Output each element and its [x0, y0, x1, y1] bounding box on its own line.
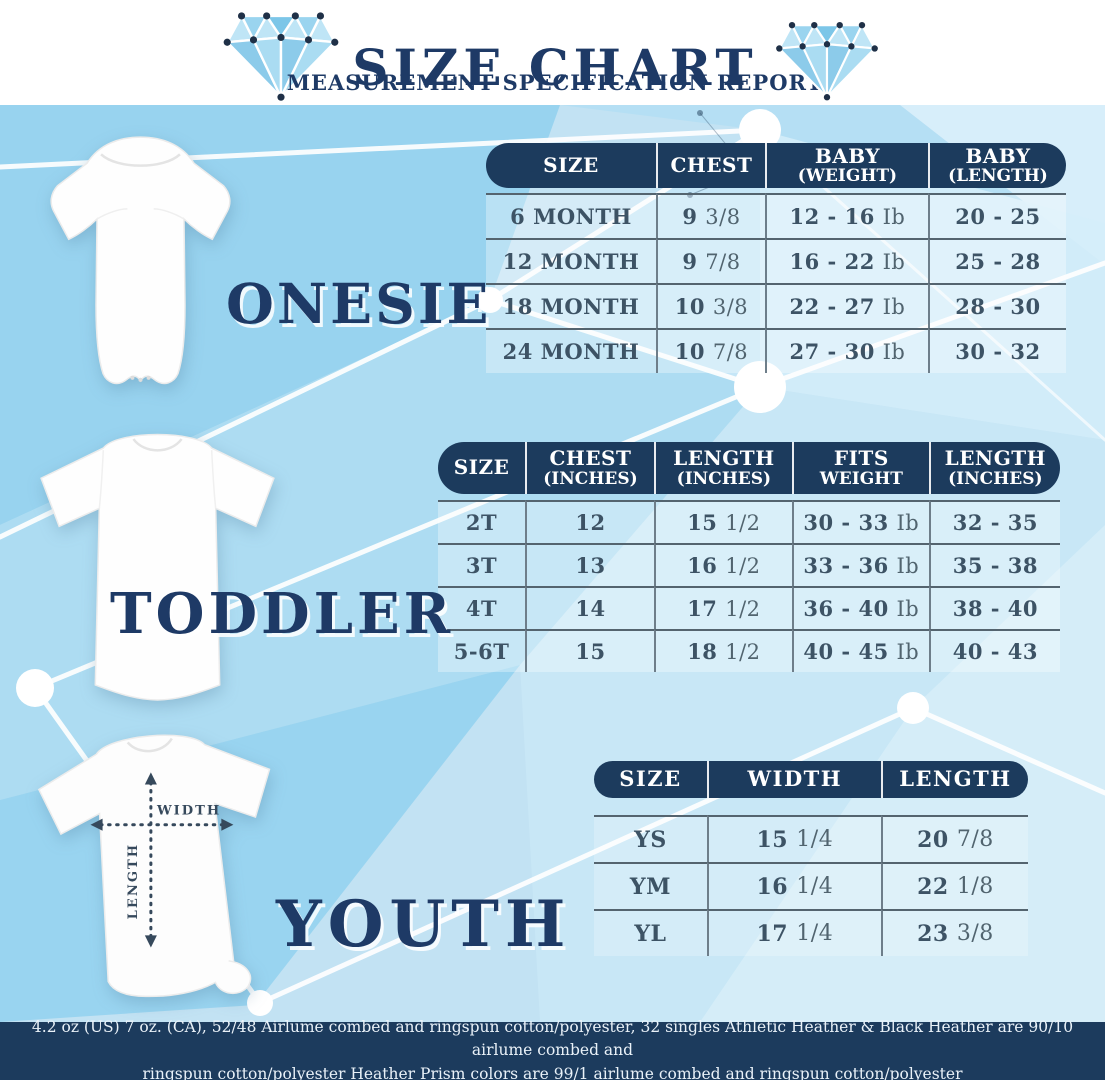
row-size-cell: 6 MONTH	[486, 193, 656, 238]
row-value-cell: 10 3/8	[655, 283, 765, 328]
column-header-fits-weight: FITS WEIGHT	[791, 442, 929, 494]
row-value-cell: 17 1/2	[653, 586, 792, 629]
column-header-length-inches: LENGTH (INCHES)	[653, 442, 792, 494]
row-size-cell: 5-6T	[438, 629, 526, 672]
length-measure-label: LENGTH	[126, 843, 141, 919]
row-value-cell: 30 - 32	[927, 328, 1066, 373]
row-value-cell: 16 - 22 Ib	[764, 238, 928, 283]
row-value-cell: 35 - 38	[928, 543, 1060, 586]
toddler-size-table: SIZE CHEST (INCHES) LENGTH (INCHES) FITS WEIGH…	[438, 442, 1060, 672]
youth-shirt-image: WIDTH LENGTH	[37, 734, 271, 998]
row-size-cell: YL	[594, 909, 707, 956]
report-header: SIZE CHART MEASUREMENT SPECIFICATION REP…	[0, 0, 1105, 105]
row-size-cell: 2T	[438, 500, 526, 543]
diamond-icon	[776, 21, 878, 101]
page-title: SIZE CHART	[352, 37, 758, 97]
row-value-cell: 27 - 30 Ib	[764, 328, 928, 373]
column-header-length-inches: LENGTH (INCHES)	[928, 442, 1060, 494]
row-value-cell: 40 - 45 Ib	[791, 629, 929, 672]
column-header-baby-weight: BABY (WEIGHT)	[764, 143, 928, 188]
table-body: YS 15 1/4 20 7/8 YM 16 1/4 22 1/8 YL 17 1/4 23 3…	[594, 815, 1028, 956]
row-value-cell: 36 - 40 Ib	[791, 586, 929, 629]
fabric-spec-line2: ringspun cotton/polyester Heather Prism …	[142, 1065, 963, 1080]
row-value-cell: 23 3/8	[880, 909, 1028, 956]
row-value-cell: 10 7/8	[655, 328, 765, 373]
row-size-cell: 12 MONTH	[486, 238, 656, 283]
row-value-cell: 22 - 27 Ib	[764, 283, 928, 328]
width-measure-label: WIDTH	[156, 804, 221, 819]
row-value-cell: 13	[525, 543, 654, 586]
column-header-chest: CHEST	[655, 143, 765, 188]
row-value-cell: 12 - 16 Ib	[764, 193, 928, 238]
row-value-cell: 20 7/8	[880, 815, 1028, 862]
row-value-cell: 9 3/8	[655, 193, 765, 238]
column-header-chest-inches: CHEST (INCHES)	[525, 442, 654, 494]
row-value-cell: 15 1/4	[706, 815, 881, 862]
row-value-cell: 15	[525, 629, 654, 672]
row-value-cell: 12	[525, 500, 654, 543]
row-value-cell: 15 1/2	[653, 500, 792, 543]
row-value-cell: 30 - 33 Ib	[791, 500, 929, 543]
diamond-icon	[223, 12, 339, 101]
table-body: 6 MONTH 9 3/8 12 - 16 Ib 20 - 25 12 MONTH 9 7…	[486, 193, 1066, 373]
section-label-youth: YOUTH	[276, 887, 572, 963]
section-label-onesie: ONESIE	[226, 270, 492, 336]
row-size-cell: 3T	[438, 543, 526, 586]
column-header-size: SIZE	[543, 152, 599, 177]
row-value-cell: 40 - 43	[928, 629, 1060, 672]
toddler-shirt-image	[40, 433, 275, 701]
row-value-cell: 16 1/2	[653, 543, 792, 586]
row-value-cell: 18 1/2	[653, 629, 792, 672]
row-value-cell: 32 - 35	[928, 500, 1060, 543]
column-header-size: SIZE	[619, 766, 682, 792]
youth-size-table: SIZE WIDTH LENGTH YS 15 1/4 20 7/8 YM 16 1/4 22…	[594, 761, 1028, 956]
row-size-cell: YS	[594, 815, 707, 862]
section-label-toddler: TODDLER	[110, 581, 455, 648]
row-value-cell: 20 - 25	[927, 193, 1066, 238]
onesie-image	[50, 136, 231, 385]
page-subtitle: MEASUREMENT SPECIFICATION REPORT	[286, 70, 824, 95]
row-value-cell: 14	[525, 586, 654, 629]
fabric-spec-footer: 4.2 oz (US) 7 oz. (CA), 52/48 Airlume co…	[0, 1018, 1105, 1080]
table-header-row: SIZE CHEST (INCHES) LENGTH (INCHES) FITS WEIGH…	[438, 442, 1060, 494]
row-value-cell: 16 1/4	[706, 862, 881, 909]
row-size-cell: 18 MONTH	[486, 283, 656, 328]
row-size-cell: 24 MONTH	[486, 328, 656, 373]
row-value-cell: 28 - 30	[927, 283, 1066, 328]
column-header-width: WIDTH	[706, 761, 881, 798]
table-header-row: SIZE WIDTH LENGTH	[594, 761, 1028, 798]
fabric-spec-line1: 4.2 oz (US) 7 oz. (CA), 52/48 Airlume co…	[31, 1018, 1074, 1059]
length-arrow	[144, 772, 157, 948]
row-value-cell: 38 - 40	[928, 586, 1060, 629]
onesie-size-table: SIZE CHEST BABY (WEIGHT) BABY (LENGTH) 6 MONT…	[486, 143, 1066, 373]
column-header-length: LENGTH	[880, 761, 1028, 798]
column-header-size: SIZE	[453, 455, 510, 480]
row-value-cell: 17 1/4	[706, 909, 881, 956]
table-header-row: SIZE CHEST BABY (WEIGHT) BABY (LENGTH)	[486, 143, 1066, 188]
width-arrow	[90, 818, 234, 831]
table-body: 2T 12 15 1/2 30 - 33 Ib 32 - 35 3T 13 16 1/2 33 …	[438, 500, 1060, 672]
row-value-cell: 22 1/8	[880, 862, 1028, 909]
row-size-cell: YM	[594, 862, 707, 909]
row-value-cell: 9 7/8	[655, 238, 765, 283]
row-size-cell: 4T	[438, 586, 526, 629]
row-value-cell: 33 - 36 Ib	[791, 543, 929, 586]
row-value-cell: 25 - 28	[927, 238, 1066, 283]
column-header-baby-length: BABY (LENGTH)	[927, 143, 1066, 188]
